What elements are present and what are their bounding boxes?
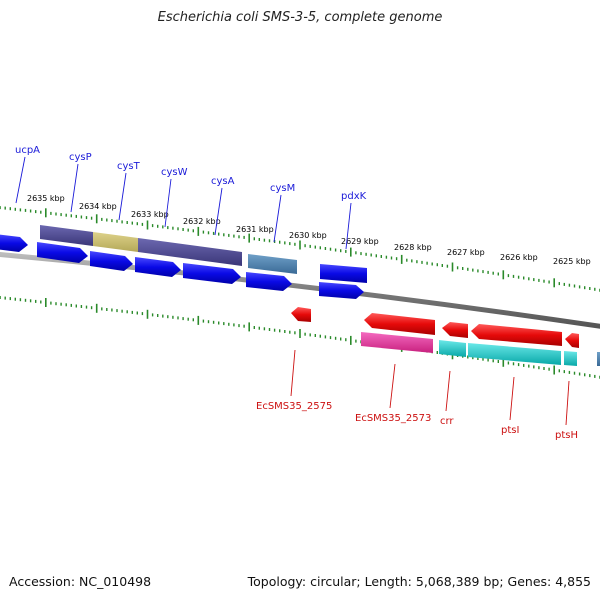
- leader-line: [15, 156, 26, 204]
- feature-band-cysW-cysA: [138, 238, 242, 266]
- tick-label: 2628 kbp: [394, 243, 432, 252]
- leader-line: [565, 380, 570, 426]
- leader-line: [273, 194, 282, 243]
- gene-label-cysW: cysW: [161, 167, 188, 178]
- gene-label-cysP: cysP: [69, 152, 92, 163]
- tick-label: 2626 kbp: [500, 253, 538, 262]
- leader-line: [445, 370, 451, 412]
- gene-label-pdxK: pdxK: [341, 191, 367, 202]
- cds-arrow: [37, 242, 88, 263]
- cds-arrow-reverse: [291, 307, 311, 322]
- tick-labels: 2635 kbp 2634 kbp 2633 kbp 2632 kbp 2631…: [27, 194, 591, 266]
- feature-band-cysP: [40, 225, 93, 246]
- bottom-feature-bands: [361, 332, 600, 366]
- feature-band-ptsI: [468, 343, 561, 365]
- leader-line: [389, 363, 396, 409]
- gene-label-cysA: cysA: [211, 176, 235, 187]
- gene-label-crr: crr: [440, 416, 454, 427]
- gene-label-ptsI: ptsI: [501, 425, 519, 436]
- tick-label: 2625 kbp: [553, 257, 591, 266]
- cds-arrow: [183, 263, 241, 284]
- leader-line: [118, 172, 127, 221]
- leader-line: [345, 202, 352, 250]
- cds-arrow: [90, 251, 133, 271]
- cds-arrow: [0, 234, 28, 252]
- leader-line: [509, 376, 515, 421]
- tick-label: 2631 kbp: [236, 225, 274, 234]
- bottom-gene-labels: EcSMS35_2575 EcSMS35_2573 crr ptsI ptsH: [256, 349, 578, 441]
- gene-label-EcSMS35_2573: EcSMS35_2573: [355, 413, 431, 424]
- top-feature-bands: [40, 225, 297, 274]
- gene-label-ucpA: ucpA: [15, 145, 40, 156]
- feature-band-cysT: [93, 232, 138, 252]
- genome-stats-text: Topology: circular; Length: 5,068,389 bp…: [247, 574, 591, 589]
- cds-arrow: [135, 257, 181, 277]
- cds-arrow: [319, 282, 364, 299]
- cds-arrow-reverse: [442, 322, 468, 338]
- gene-label-cysM: cysM: [270, 183, 295, 194]
- leader-line: [214, 187, 223, 236]
- cds-arrow-reverse: [565, 333, 579, 348]
- accession-text: Accession: NC_010498: [9, 574, 152, 589]
- tick-label: 2633 kbp: [131, 210, 169, 219]
- leader-line: [70, 163, 79, 213]
- cds-arrow: [246, 272, 292, 291]
- cds-arrow: [320, 264, 367, 283]
- cds-arrow-reverse: [364, 313, 435, 335]
- top-cds-arrows: [0, 234, 367, 299]
- tick-label: 2630 kbp: [289, 231, 327, 240]
- tick-label: 2634 kbp: [79, 202, 117, 211]
- genome-backbone: [0, 251, 600, 329]
- map-title: Escherichia coli SMS-3-5, complete genom…: [157, 10, 443, 25]
- leader-line: [164, 178, 172, 228]
- top-gene-labels: ucpA cysP cysT cysW cysA cysM pdxK: [15, 145, 367, 250]
- gene-label-cysT: cysT: [117, 161, 141, 172]
- gene-label-EcSMS35_2575: EcSMS35_2575: [256, 401, 332, 412]
- feature-band-edge: [597, 352, 600, 366]
- bottom-cds-arrows: [291, 307, 579, 348]
- tick-label: 2627 kbp: [447, 248, 485, 257]
- tick-label: 2629 kbp: [341, 237, 379, 246]
- feature-band-crr: [439, 340, 466, 357]
- feature-band-EcSMS35_2573: [361, 332, 433, 353]
- cds-arrow-reverse: [471, 324, 562, 346]
- feature-band-cysM: [248, 254, 297, 274]
- leader-line: [290, 349, 296, 397]
- tick-ruler-top: [0, 206, 600, 292]
- feature-band-ptsH: [564, 351, 577, 366]
- tick-label: 2635 kbp: [27, 194, 65, 203]
- tick-label: 2632 kbp: [183, 217, 221, 226]
- gene-label-ptsH: ptsH: [555, 430, 578, 441]
